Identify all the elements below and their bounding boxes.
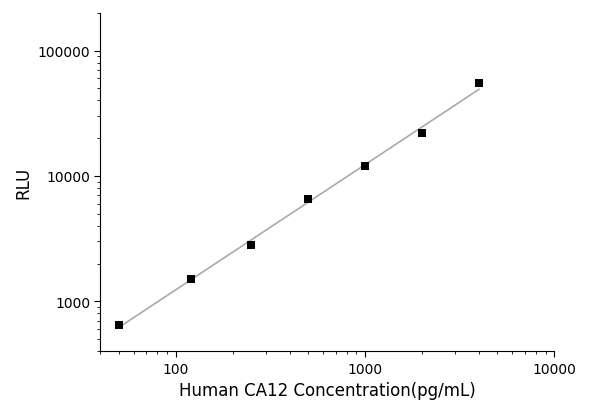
X-axis label: Human CA12 Concentration(pg/mL): Human CA12 Concentration(pg/mL) (179, 381, 476, 399)
Point (360, 163, 370, 170)
Y-axis label: RLU: RLU (14, 166, 32, 199)
Point (186, 276, 195, 283)
Point (303, 197, 313, 203)
Point (247, 242, 256, 249)
Point (474, 81, 484, 87)
Point (114, 322, 123, 328)
Point (417, 131, 427, 137)
